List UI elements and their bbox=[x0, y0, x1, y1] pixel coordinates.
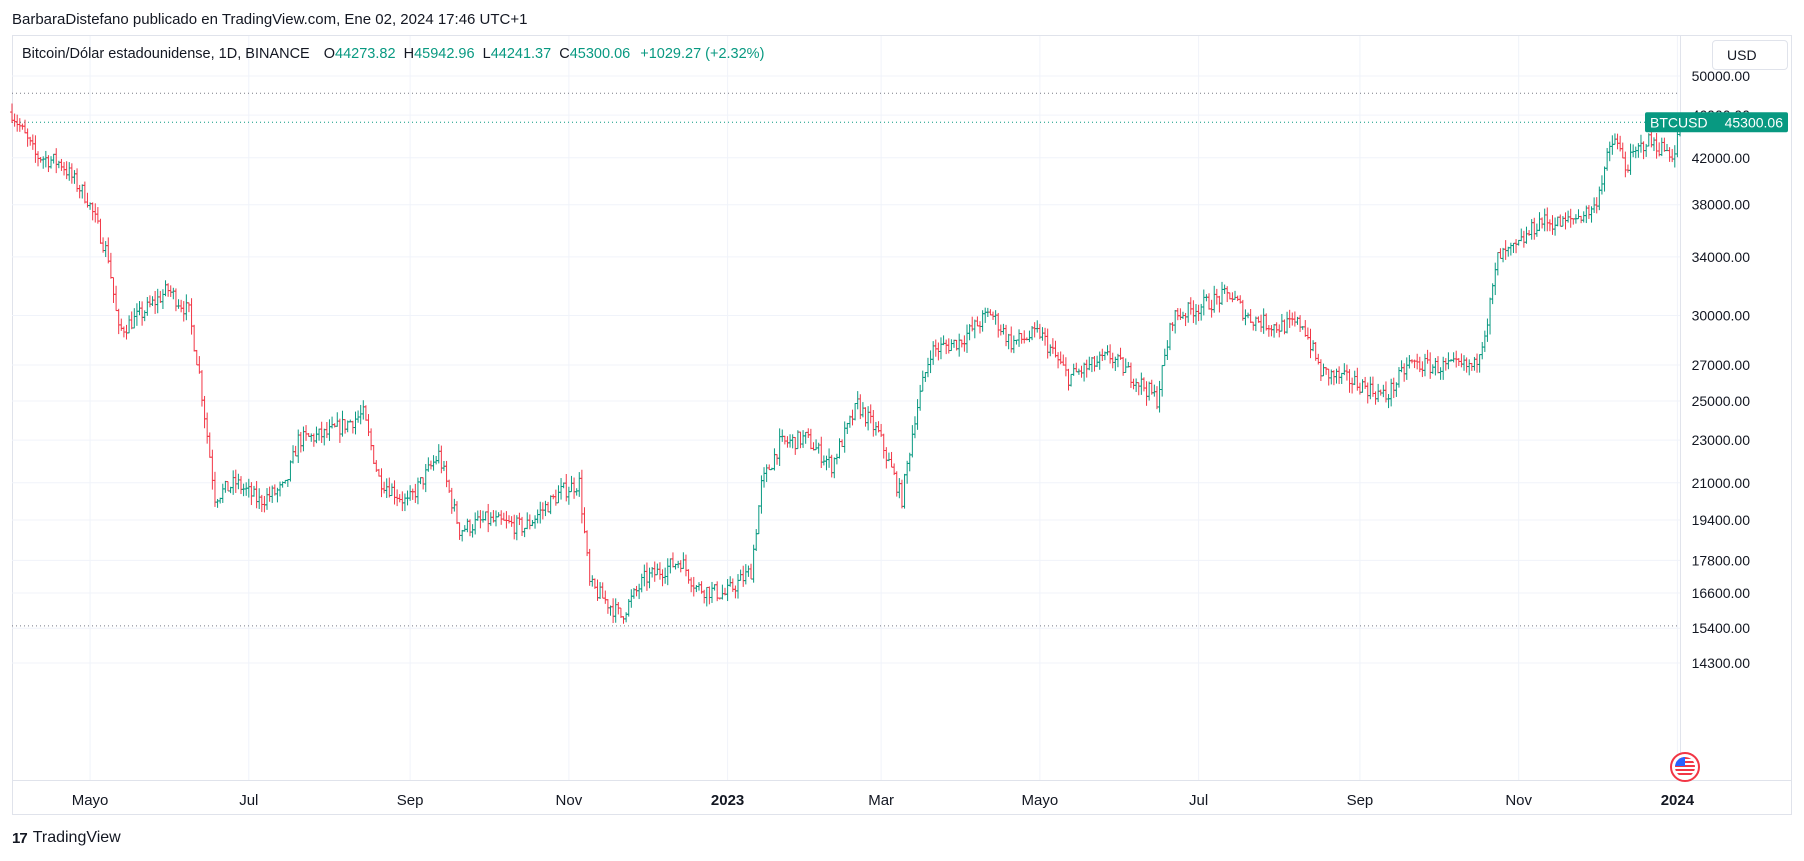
us-flag-icon[interactable] bbox=[1670, 752, 1700, 782]
y-tick-label: 42000.00 bbox=[1692, 150, 1751, 166]
x-tick-label: Nov bbox=[556, 792, 583, 809]
y-tick-label: 50000.00 bbox=[1692, 68, 1751, 84]
x-tick-label: Sep bbox=[1347, 792, 1374, 809]
y-tick-label: 17800.00 bbox=[1692, 552, 1751, 568]
y-tick-label: 14300.00 bbox=[1692, 655, 1751, 671]
x-tick-label: 2023 bbox=[711, 792, 744, 809]
y-tick-label: 25000.00 bbox=[1692, 393, 1751, 409]
last-price-value: 45300.06 bbox=[1725, 114, 1784, 130]
x-tick-label: Mayo bbox=[1022, 792, 1059, 809]
high-value: 45942.96 bbox=[414, 46, 475, 62]
price-axis-divider bbox=[1680, 35, 1681, 781]
y-tick-label: 15400.00 bbox=[1692, 620, 1751, 636]
low-label: L bbox=[482, 46, 491, 62]
footer-brand[interactable]: TradingView bbox=[32, 829, 121, 846]
y-tick-label: 16600.00 bbox=[1692, 585, 1751, 601]
open-value: 44273.82 bbox=[335, 46, 396, 62]
y-tick-label: 19400.00 bbox=[1692, 512, 1751, 528]
chart-frame bbox=[12, 35, 1792, 815]
x-tick-label: Jul bbox=[239, 792, 258, 809]
close-label: C bbox=[559, 46, 570, 62]
chart-legend: Bitcoin/Dólar estadounidense, 1D, BINANC… bbox=[22, 46, 764, 62]
x-tick-label: Mayo bbox=[72, 792, 109, 809]
y-tick-label: 27000.00 bbox=[1692, 357, 1751, 373]
tradingview-logo-icon[interactable]: 17 bbox=[12, 829, 28, 847]
x-tick-label: Sep bbox=[397, 792, 424, 809]
y-tick-label: 38000.00 bbox=[1692, 197, 1751, 213]
last-price-symbol: BTCUSD bbox=[1650, 114, 1708, 130]
y-tick-label: 23000.00 bbox=[1692, 432, 1751, 448]
x-tick-label: Mar bbox=[868, 792, 894, 809]
x-tick-label: 2024 bbox=[1661, 792, 1695, 809]
currency-button[interactable]: USD bbox=[1712, 40, 1788, 70]
us-flag-graphic bbox=[1675, 757, 1695, 777]
y-tick-label: 34000.00 bbox=[1692, 249, 1751, 265]
change-value: +1029.27 (+2.32%) bbox=[640, 46, 765, 62]
low-value: 44241.37 bbox=[490, 46, 552, 62]
open-label: O bbox=[323, 46, 336, 62]
last-price-badge bbox=[1645, 112, 1788, 133]
x-tick-label: Jul bbox=[1189, 792, 1208, 809]
y-tick-label: 21000.00 bbox=[1692, 475, 1751, 491]
y-tick-label: 30000.00 bbox=[1692, 308, 1751, 324]
footer: 17 TradingView bbox=[12, 829, 121, 847]
high-label: H bbox=[403, 46, 415, 62]
close-value: 45300.06 bbox=[569, 46, 631, 62]
time-axis-divider bbox=[12, 780, 1792, 781]
publisher-line: BarbaraDistefano publicado en TradingVie… bbox=[12, 11, 528, 28]
symbol-description: Bitcoin/Dólar estadounidense, 1D, BINANC… bbox=[22, 46, 310, 62]
x-tick-label: Nov bbox=[1505, 792, 1532, 809]
